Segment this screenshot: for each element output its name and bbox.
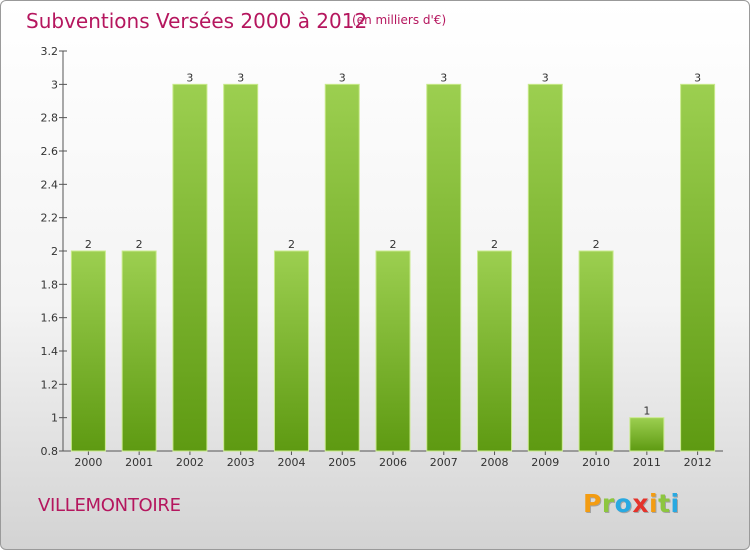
bar (578, 250, 614, 452)
y-tick-label: 1.2 (41, 378, 59, 391)
y-tick-label: 2.2 (41, 212, 59, 225)
y-tick-label: 1.8 (41, 278, 59, 291)
x-tick-label: 2006 (379, 456, 407, 469)
bar (324, 83, 360, 452)
y-tick-label: 0.8 (41, 445, 59, 458)
data-label: 3 (694, 71, 701, 84)
proxiti-logo[interactable]: Proxiti (583, 489, 680, 518)
logo-letter: x (632, 489, 649, 518)
data-label: 2 (288, 238, 295, 251)
bar (223, 83, 259, 452)
x-tick-label: 2010 (582, 456, 610, 469)
bar (172, 83, 208, 452)
y-tick-label: 1.4 (41, 345, 59, 358)
data-label: 2 (593, 238, 600, 251)
y-tick-label: 2.6 (41, 145, 59, 158)
data-label: 2 (491, 238, 498, 251)
logo-letter: r (601, 489, 615, 518)
logo-letter: P (583, 489, 602, 518)
x-tick-label: 2011 (633, 456, 661, 469)
x-tick-label: 2004 (277, 456, 305, 469)
data-label: 2 (85, 238, 92, 251)
data-label: 3 (440, 71, 447, 84)
bar (680, 83, 716, 452)
bar (629, 417, 665, 452)
logo-letter: o (614, 489, 633, 518)
chart-title: Subventions Versées 2000 à 2012 (26, 9, 368, 33)
y-tick-label: 1 (51, 412, 58, 425)
logo-letter: t (658, 489, 671, 518)
x-tick-label: 2003 (227, 456, 255, 469)
y-tick-label: 2.4 (41, 178, 59, 191)
bar (477, 250, 513, 452)
data-label: 3 (339, 71, 346, 84)
town-name: VILLEMONTOIRE (38, 495, 181, 516)
bar (70, 250, 106, 452)
data-label: 2 (136, 238, 143, 251)
bar (426, 83, 462, 452)
data-label: 3 (542, 71, 549, 84)
x-tick-label: 2012 (684, 456, 712, 469)
x-tick-label: 2000 (74, 456, 102, 469)
x-tick-label: 2007 (430, 456, 458, 469)
x-tick-label: 2002 (176, 456, 204, 469)
x-tick-label: 2005 (328, 456, 356, 469)
y-tick-label: 3 (51, 78, 58, 91)
bar (121, 250, 157, 452)
data-label: 3 (186, 71, 193, 84)
x-tick-label: 2009 (531, 456, 559, 469)
y-tick-label: 1.6 (41, 312, 59, 325)
bar (375, 250, 411, 452)
y-tick-label: 3.2 (41, 45, 59, 58)
bar (273, 250, 309, 452)
chart-unit-note: (en milliers d'€) (352, 13, 447, 27)
data-label: 2 (390, 238, 397, 251)
x-tick-label: 2008 (481, 456, 509, 469)
bar (527, 83, 563, 452)
logo-letter: i (649, 489, 659, 518)
data-label: 3 (237, 71, 244, 84)
data-label: 1 (643, 405, 650, 418)
y-tick-label: 2.8 (41, 112, 59, 125)
x-tick-label: 2001 (125, 456, 153, 469)
logo-letter: i (670, 489, 680, 518)
y-tick-label: 2 (51, 245, 58, 258)
